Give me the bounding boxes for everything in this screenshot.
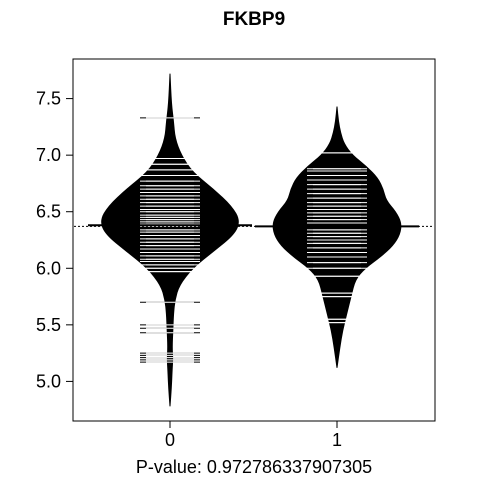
x-tick-label-1: 1 <box>332 430 342 450</box>
y-axis: 5.0 5.5 6.0 6.5 7.0 7.5 <box>36 89 73 391</box>
bean-group-1 <box>255 106 419 368</box>
plot-frame <box>72 58 436 422</box>
x-tick-label-0: 0 <box>165 430 175 450</box>
chart-title: FKBP9 <box>223 9 285 30</box>
y-tick-label-3: 6.5 <box>36 202 61 222</box>
beans-layer <box>88 73 419 407</box>
y-tick-label-4: 7.0 <box>36 145 61 165</box>
y-tick-label-5: 7.5 <box>36 89 61 109</box>
y-tick-label-0: 5.0 <box>36 371 61 391</box>
bean-density-0 <box>101 73 239 407</box>
y-tick-label-2: 6.0 <box>36 258 61 278</box>
bean-group-0 <box>88 73 252 407</box>
x-axis-label: P-value: 0.972786337907305 <box>136 457 372 477</box>
bean-density-1 <box>272 106 402 368</box>
y-tick-label-1: 5.5 <box>36 315 61 335</box>
